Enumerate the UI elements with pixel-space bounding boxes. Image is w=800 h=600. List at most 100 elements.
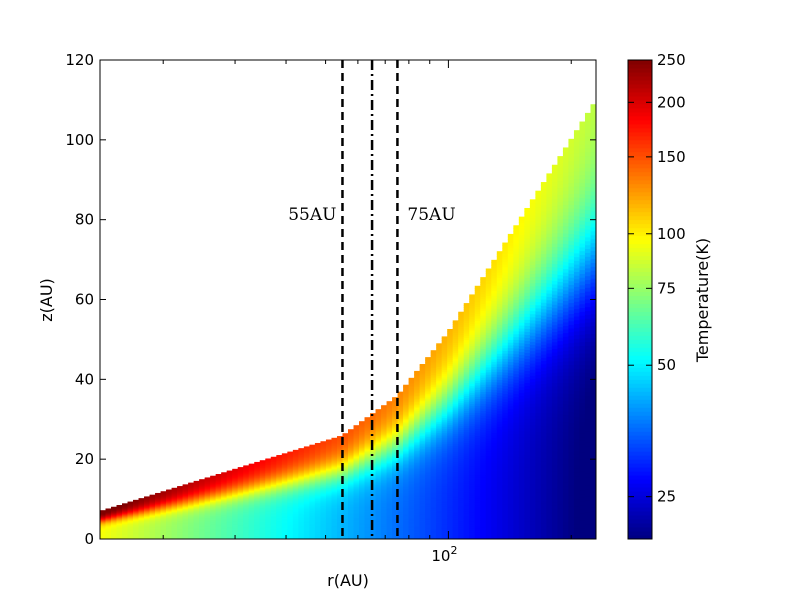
heatmap-cell — [281, 455, 288, 458]
heatmap-cell — [336, 437, 344, 440]
heatmap-cell — [232, 504, 239, 506]
heatmap-cell — [309, 532, 316, 534]
heatmap-cell — [265, 492, 272, 494]
heatmap-cell — [270, 519, 277, 521]
heatmap-cell — [298, 502, 305, 505]
heatmap-cell — [270, 495, 277, 497]
heatmap-cell — [226, 498, 233, 500]
heatmap-cell — [342, 515, 349, 518]
heatmap-cell — [320, 458, 327, 460]
heatmap-cell — [309, 454, 316, 457]
heatmap-cell — [237, 487, 244, 489]
heatmap-cell — [342, 491, 349, 494]
heatmap-cell — [281, 533, 288, 535]
heatmap-cell — [342, 493, 349, 496]
heatmap-cell — [265, 525, 272, 527]
heatmap-cell — [342, 517, 349, 520]
heatmap-cell — [237, 468, 244, 470]
heatmap-cell — [259, 480, 266, 483]
heatmap-cell — [331, 493, 338, 495]
heatmap-cell — [243, 469, 250, 471]
heatmap-cell — [270, 499, 277, 501]
heatmap-cell — [320, 486, 327, 489]
heatmap-cell — [259, 501, 266, 504]
heatmap-cell — [248, 480, 255, 483]
heatmap-cell — [281, 475, 288, 478]
heatmap-cell — [237, 489, 244, 492]
heatmap-cell — [331, 475, 338, 478]
heatmap-cell — [226, 489, 233, 492]
heatmap-cell — [265, 508, 272, 511]
heatmap-cell — [237, 470, 244, 472]
heatmap-cell — [298, 474, 305, 476]
heatmap-cell — [276, 496, 283, 498]
heatmap-cell — [336, 458, 344, 461]
heatmap-cell — [254, 537, 261, 539]
heatmap-cell — [320, 499, 327, 502]
heatmap-cell — [298, 524, 305, 527]
heatmap-cell — [320, 531, 327, 533]
heatmap-cell — [292, 517, 299, 519]
heatmap-cell — [342, 477, 349, 479]
heatmap-cell — [254, 465, 261, 467]
heatmap-cell — [303, 477, 311, 479]
heatmap-cell — [325, 522, 333, 525]
heatmap-cell — [314, 487, 322, 489]
heatmap-cell — [298, 480, 305, 482]
heatmap-cell — [276, 486, 283, 488]
heatmap-cell — [265, 487, 272, 489]
heatmap-cell — [320, 502, 327, 505]
heatmap-cell — [276, 474, 283, 477]
heatmap-cell — [243, 502, 250, 504]
heatmap-cell — [314, 519, 322, 522]
heatmap-cell — [314, 446, 322, 448]
heatmap-cell — [325, 439, 333, 442]
heatmap-cell — [325, 472, 333, 474]
heatmap-cell — [232, 493, 239, 495]
heatmap-cell — [237, 527, 244, 530]
heatmap-cell — [303, 502, 311, 505]
heatmap-cell — [320, 490, 327, 492]
heatmap-cell — [232, 479, 239, 481]
heatmap-cell — [342, 488, 349, 490]
heatmap-cell — [292, 518, 299, 521]
heatmap-cell — [281, 489, 288, 492]
heatmap-cell — [309, 466, 316, 468]
heatmap-cell — [331, 487, 338, 489]
heatmap-cell — [292, 487, 299, 490]
heatmap-cell — [270, 458, 277, 460]
heatmap-cell — [320, 513, 327, 515]
heatmap-cell — [320, 441, 327, 443]
heatmap-cell — [303, 508, 311, 511]
heatmap-cell — [309, 469, 316, 472]
heatmap-cell — [314, 471, 322, 474]
heatmap-cell — [336, 437, 344, 439]
heatmap-cell — [221, 501, 228, 503]
heatmap-cell — [265, 461, 272, 463]
heatmap-cell — [342, 461, 349, 463]
heatmap-cell — [331, 471, 338, 474]
heatmap-cell — [287, 482, 294, 484]
heatmap-cell — [348, 531, 355, 533]
heatmap-cell — [270, 471, 277, 474]
heatmap-cell — [270, 529, 277, 531]
heatmap-cell — [303, 517, 311, 519]
heatmap-cell — [342, 471, 349, 474]
heatmap-cell — [276, 471, 283, 473]
heatmap-cell — [226, 487, 233, 490]
heatmap-cell — [259, 462, 266, 464]
heatmap-cell — [303, 530, 311, 533]
heatmap-cell — [182, 484, 189, 486]
heatmap-cell — [265, 533, 272, 535]
heatmap-cell — [287, 473, 294, 476]
heatmap-cell — [314, 444, 322, 447]
heatmap-cell — [237, 510, 244, 512]
heatmap-cell — [309, 455, 316, 458]
heatmap-cell — [265, 486, 272, 488]
heatmap-cell — [243, 528, 250, 531]
heatmap-cell — [232, 528, 239, 530]
heatmap-cell — [320, 448, 327, 450]
heatmap-cell — [298, 492, 305, 495]
heatmap-cell — [215, 530, 222, 532]
heatmap-cell — [276, 517, 283, 519]
